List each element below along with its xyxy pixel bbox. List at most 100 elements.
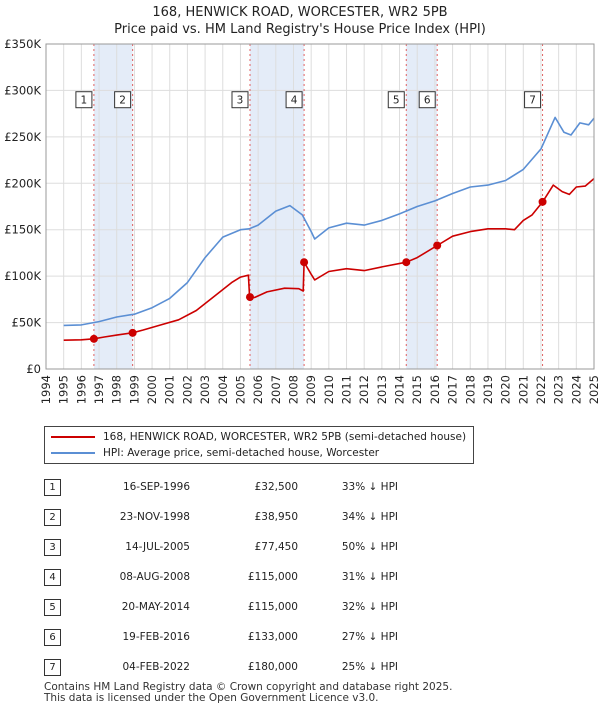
x-tick-label: 2014 <box>393 375 407 404</box>
x-tick-labels: 1994 1995 1996 1997 1998 1999 2000 2001 2002 2003… <box>39 375 600 404</box>
sale-hpi-diff: 27% ↓ HPI <box>341 631 398 643</box>
table-row: 4 08-AUG-2008 £115,000 31% ↓ HPI <box>44 562 398 592</box>
x-tick-label: 2008 <box>286 375 300 404</box>
sale-number-cell: 7 <box>44 652 78 682</box>
y-tick-label: £50K <box>12 316 42 330</box>
legend-swatch-price <box>51 436 95 438</box>
x-tick-label: 2009 <box>304 375 318 404</box>
sale-number-cell: 4 <box>44 562 78 592</box>
x-tick-label: 1997 <box>92 375 106 404</box>
sale-date: 23-NOV-1998 <box>119 511 190 523</box>
table-row: 7 04-FEB-2022 £180,000 25% ↓ HPI <box>44 652 398 682</box>
shaded-ranges <box>93 44 438 369</box>
sale-price: £133,000 <box>247 631 298 643</box>
x-tick-label: 2017 <box>446 375 460 404</box>
sale-points <box>89 197 547 343</box>
sale-price: £32,500 <box>254 481 298 493</box>
x-tick-label: 2007 <box>269 375 283 404</box>
footer-line1: Contains HM Land Registry data © Crown c… <box>44 681 453 693</box>
sale-number-label: 3 <box>237 95 244 107</box>
x-tick-label: 2011 <box>340 375 354 404</box>
sale-point <box>89 334 98 343</box>
plot-frame <box>45 43 595 370</box>
sale-number-cell: 2 <box>44 502 78 532</box>
x-tick-label: 2022 <box>534 375 548 404</box>
y-tick-label: £100K <box>4 269 41 283</box>
sale-number-badge: 4 <box>44 568 61 586</box>
x-tick-label: 2004 <box>216 375 230 404</box>
chart-title-line1: 168, HENWICK ROAD, WORCESTER, WR2 5PB <box>152 5 448 20</box>
sale-number-badge: 1 <box>44 478 61 496</box>
sale-number-box <box>524 91 542 109</box>
sale-date: 08-AUG-2008 <box>119 571 190 583</box>
sale-number-boxes: 1 2 3 4 5 6 7 <box>75 91 542 109</box>
sale-number-label: 4 <box>291 95 298 107</box>
legend-label-price: 168, HENWICK ROAD, WORCESTER, WR2 5PB (s… <box>103 431 467 443</box>
legend: 168, HENWICK ROAD, WORCESTER, WR2 5PB (s… <box>44 426 474 464</box>
x-tick-label: 2018 <box>463 375 477 404</box>
sale-number-label: 6 <box>424 95 431 107</box>
x-tick-label: 1998 <box>110 375 124 404</box>
y-tick-label: £300K <box>4 83 41 97</box>
x-tick-label: 2002 <box>180 375 194 404</box>
table-row: 2 23-NOV-1998 £38,950 34% ↓ HPI <box>44 502 398 532</box>
table-row: 3 14-JUL-2005 £77,450 50% ↓ HPI <box>44 532 398 562</box>
sale-number-box <box>231 91 249 109</box>
table-row: 6 19-FEB-2016 £133,000 27% ↓ HPI <box>44 622 398 652</box>
x-tick-label: 2019 <box>481 375 495 404</box>
y-tick-label: £250K <box>4 130 41 144</box>
footer-line2: This data is licensed under the Open Gov… <box>44 692 379 704</box>
sale-date: 19-FEB-2016 <box>122 631 190 643</box>
sale-price: £77,450 <box>254 541 298 553</box>
sale-marker-lines <box>93 44 544 369</box>
sale-number-label: 1 <box>81 95 88 107</box>
series-line <box>63 177 595 341</box>
sale-price: £115,000 <box>247 571 298 583</box>
table-row: 5 20-MAY-2014 £115,000 32% ↓ HPI <box>44 592 398 622</box>
x-tick-label: 1995 <box>57 375 71 404</box>
sale-date: 04-FEB-2022 <box>122 661 190 673</box>
sale-hpi-diff: 31% ↓ HPI <box>341 571 398 583</box>
legend-swatch-hpi <box>51 452 95 454</box>
y-tick-label: £0 <box>26 362 41 376</box>
sale-number-cell: 3 <box>44 532 78 562</box>
sale-number-label: 7 <box>529 95 536 107</box>
sale-price: £115,000 <box>247 601 298 613</box>
sale-number-box <box>75 91 93 109</box>
sale-date: 20-MAY-2014 <box>121 601 190 613</box>
y-tick-labels: £0 £50K £100K £150K £200K £250K £300K £350K <box>4 37 41 376</box>
sale-hpi-diff: 32% ↓ HPI <box>341 601 398 613</box>
sale-price: £180,000 <box>247 661 298 673</box>
sale-point <box>128 328 137 337</box>
x-tick-label: 2021 <box>516 375 530 404</box>
y-tick-label: £150K <box>4 223 41 237</box>
x-tick-label: 1994 <box>39 375 53 404</box>
sale-number-badge: 3 <box>44 538 61 556</box>
sale-number-box <box>418 91 436 109</box>
sale-date: 14-JUL-2005 <box>125 541 190 553</box>
x-tick-label: 2020 <box>499 375 513 404</box>
x-tick-label: 2010 <box>322 375 336 404</box>
sale-point <box>538 197 547 206</box>
sale-point <box>402 258 411 267</box>
sale-number-box <box>114 91 132 109</box>
x-tick-label: 2001 <box>163 375 177 404</box>
sale-hpi-diff: 25% ↓ HPI <box>341 661 398 673</box>
chart-title: 168, HENWICK ROAD, WORCESTER, WR2 5PB Pr… <box>0 4 600 38</box>
x-tick-label: 1996 <box>74 375 88 404</box>
y-tick-label: £350K <box>4 37 41 51</box>
sale-point <box>245 293 254 302</box>
legend-item-price: 168, HENWICK ROAD, WORCESTER, WR2 5PB (s… <box>51 429 466 445</box>
sale-number-label: 2 <box>119 95 126 107</box>
sales-table: 1 16-SEP-1996 £32,500 33% ↓ HPI 2 23-NOV-1998… <box>44 472 398 682</box>
sale-point <box>433 241 442 250</box>
x-tick-label: 2005 <box>233 375 247 404</box>
x-tick-label: 2015 <box>410 375 424 404</box>
x-tick-label: 2003 <box>198 375 212 404</box>
sale-hpi-diff: 50% ↓ HPI <box>341 541 398 553</box>
footer: Contains HM Land Registry data © Crown c… <box>44 682 452 704</box>
sale-number-box <box>285 91 303 109</box>
series-lines <box>63 116 595 341</box>
x-tick-label: 2006 <box>251 375 265 404</box>
